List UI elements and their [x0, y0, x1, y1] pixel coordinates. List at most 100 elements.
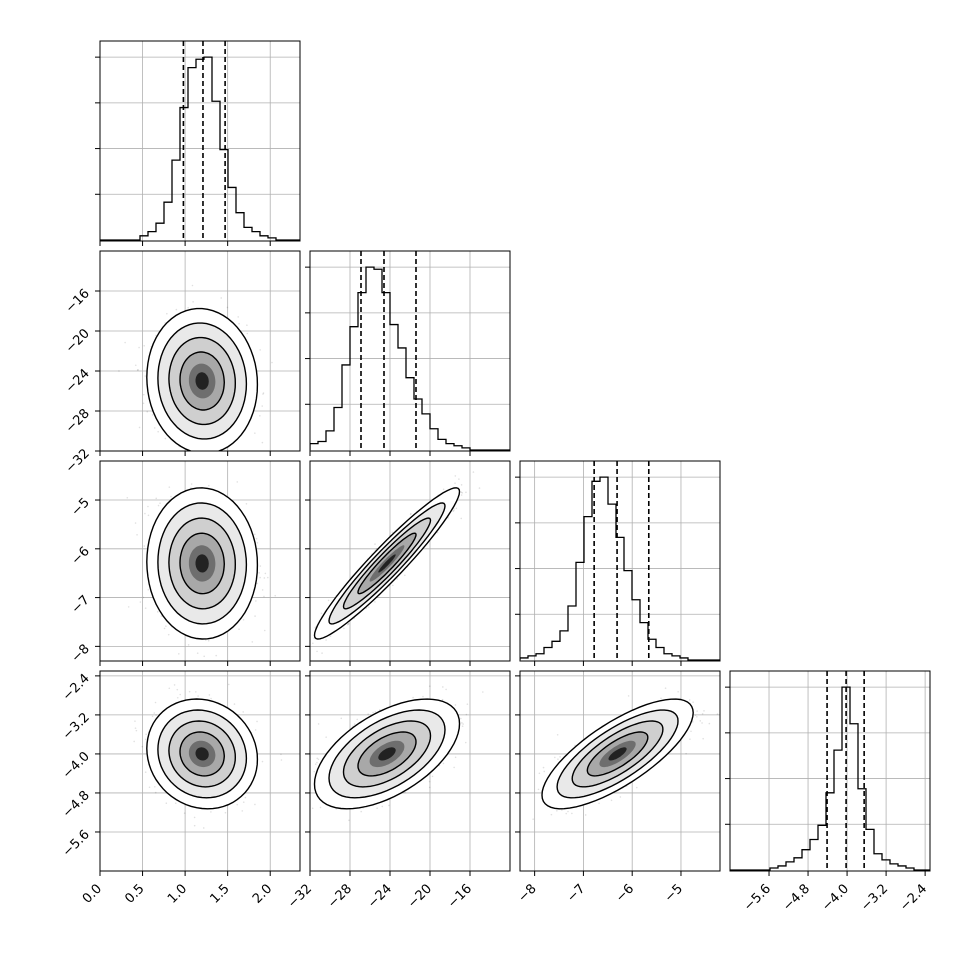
sample-point — [193, 824, 196, 827]
sample-point — [329, 635, 332, 637]
sample-point — [259, 565, 262, 567]
panel-1-1 — [305, 250, 511, 456]
sample-point — [346, 623, 349, 626]
sample-point — [259, 414, 261, 417]
sample-point — [307, 652, 309, 654]
sample-point — [155, 334, 157, 337]
panel-0-0 — [95, 40, 301, 246]
sample-point — [263, 595, 265, 598]
sample-point — [160, 615, 163, 617]
sample-point — [195, 691, 197, 693]
sample-point — [436, 531, 439, 534]
sample-point — [306, 651, 308, 653]
sample-point — [144, 512, 146, 515]
sample-point — [258, 572, 260, 574]
sample-point — [193, 456, 195, 458]
sample-point — [347, 623, 350, 625]
sample-point — [126, 496, 129, 499]
sample-point — [197, 695, 199, 697]
sample-point — [254, 533, 256, 536]
sample-point — [159, 502, 161, 504]
sample-point — [306, 653, 308, 655]
sample-point — [266, 576, 269, 579]
sample-point — [190, 483, 193, 485]
y-tick-label: −28 — [63, 406, 93, 436]
sample-point — [187, 644, 190, 646]
sample-point — [163, 627, 166, 630]
panel-2-0: −8−7−6−5 — [69, 455, 301, 666]
sample-point — [392, 584, 394, 587]
y-tick-label: −6 — [69, 544, 93, 568]
sample-point — [254, 615, 256, 617]
sample-point — [176, 688, 179, 691]
sample-point — [254, 432, 256, 434]
sample-point — [167, 633, 170, 636]
sample-point — [153, 427, 156, 429]
sample-point — [447, 517, 450, 519]
y-tick-label: −8 — [69, 642, 93, 666]
sample-point — [460, 517, 463, 520]
sample-point — [134, 522, 137, 524]
sample-point — [138, 426, 141, 429]
sample-point — [179, 477, 181, 479]
sample-point — [237, 316, 240, 318]
sample-point — [262, 392, 265, 394]
sample-point — [165, 625, 167, 627]
sample-point — [226, 306, 229, 309]
panel-3-0: 0.0 0.5 1.0 1.5 2.0−5.6−4.8−4.0−3.2−2.4 — [60, 670, 301, 907]
sample-point — [367, 606, 370, 608]
density-layer — [133, 683, 283, 829]
sample-point — [327, 599, 330, 602]
sample-point — [236, 803, 239, 806]
x-tick-label: 1.5 — [207, 881, 232, 906]
sample-point — [510, 448, 512, 450]
sample-point — [190, 455, 192, 457]
y-tick-label: −7 — [69, 593, 93, 617]
sample-point — [262, 393, 264, 395]
sample-point — [264, 572, 267, 575]
sample-point — [274, 594, 277, 597]
marginal-histogram — [310, 266, 510, 451]
sample-point — [155, 714, 157, 716]
x-tick-label: 0.5 — [122, 881, 147, 906]
sample-point — [210, 811, 212, 813]
sample-point — [173, 463, 175, 465]
sample-point — [197, 463, 199, 465]
sample-point — [139, 601, 142, 603]
sample-point — [136, 533, 138, 536]
sample-point — [409, 513, 412, 516]
sample-point — [124, 341, 126, 344]
sample-point — [196, 652, 199, 654]
sample-point — [141, 745, 144, 748]
sample-point — [320, 612, 323, 615]
sample-point — [142, 402, 145, 405]
sample-point — [173, 684, 176, 686]
sample-point — [261, 405, 264, 407]
sample-point — [157, 430, 159, 433]
sample-point — [118, 370, 120, 372]
sample-point — [151, 414, 154, 416]
sample-point — [261, 441, 264, 444]
sample-point — [261, 760, 264, 763]
sample-point — [458, 478, 460, 480]
sample-point — [442, 488, 445, 491]
sample-point — [404, 574, 406, 577]
sample-point — [220, 297, 223, 299]
density-contour — [378, 554, 396, 573]
sample-point — [127, 606, 130, 608]
sample-point — [210, 452, 212, 454]
sample-point — [454, 482, 456, 484]
sample-point — [179, 693, 181, 696]
sample-point — [137, 369, 139, 371]
sample-point — [168, 486, 171, 488]
panel-2-1 — [305, 448, 512, 666]
sample-point — [209, 455, 211, 457]
sample-point — [203, 655, 205, 658]
y-tick-label: −32 — [63, 446, 93, 476]
sample-point — [312, 642, 314, 645]
sample-point — [135, 729, 138, 732]
sample-point — [461, 492, 464, 494]
sample-point — [144, 738, 147, 741]
sample-point — [271, 361, 273, 364]
